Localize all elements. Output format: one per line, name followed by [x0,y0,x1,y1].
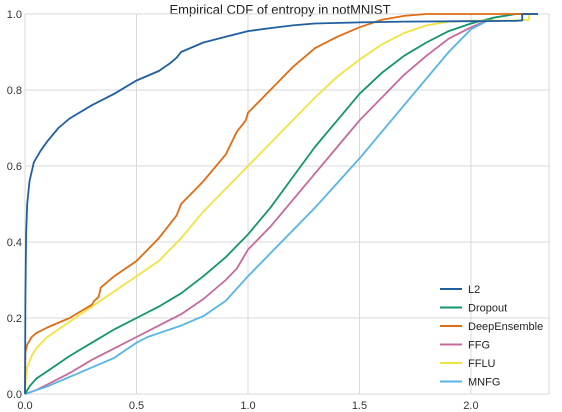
x-tick-label: 1.0 [240,400,255,412]
series-line-mnfg [24,13,538,395]
y-tick-label: 0.4 [7,237,22,249]
chart-title: Empirical CDF of entropy in notMNIST [169,2,390,17]
y-tick-label: 0.2 [7,313,22,325]
x-tick-label: 0.0 [17,400,32,412]
legend-label: L2 [468,284,480,296]
legend-label: DeepEnsemble [468,321,543,333]
grid [24,13,550,395]
series-line-ffg [24,13,538,395]
legend: L2 Dropout DeepEnsemble FFG FFLU MNFG [440,284,543,389]
legend-label: MNFG [468,377,500,389]
series-line-dropout [24,13,538,395]
y-tick-label: 1.0 [7,9,22,21]
legend-label: FFG [468,340,490,352]
y-axis-ticks: 0.0 0.2 0.4 0.6 0.8 1.0 [7,9,22,401]
x-tick-label: 2.0 [463,400,478,412]
x-axis-ticks: 0.0 0.5 1.0 1.5 2.0 [17,400,478,412]
plot-frame [24,13,550,395]
y-tick-label: 0.0 [7,389,22,401]
x-tick-label: 1.5 [352,400,367,412]
legend-label: Dropout [468,303,507,315]
y-tick-label: 0.8 [7,85,22,97]
x-tick-label: 0.5 [129,400,144,412]
series-line-l2 [24,13,538,395]
series-line-deepensemble [24,13,538,395]
legend-label: FFLU [468,358,496,370]
series-lines [24,13,538,395]
y-tick-label: 0.6 [7,161,22,173]
